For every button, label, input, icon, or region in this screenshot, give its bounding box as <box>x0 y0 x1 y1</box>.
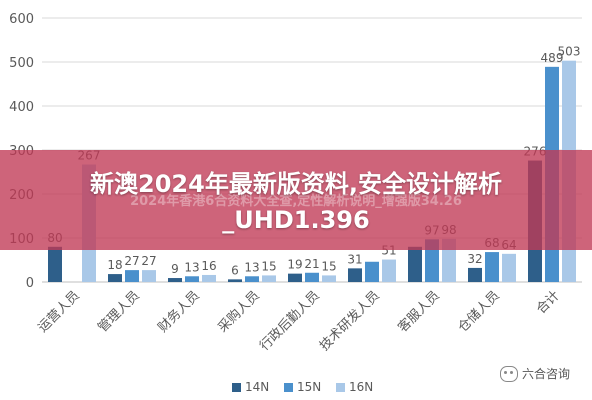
bar <box>262 275 276 282</box>
data-label: 27 <box>124 254 139 268</box>
x-category-label: 行政后勤人员 <box>257 288 323 354</box>
bar <box>382 259 396 282</box>
bar <box>48 246 62 282</box>
bar <box>108 274 122 282</box>
bar <box>125 270 139 282</box>
bar <box>202 274 216 282</box>
bar <box>142 270 156 282</box>
data-label: 6 <box>231 263 239 277</box>
data-label: 13 <box>244 260 259 274</box>
bar <box>288 273 302 282</box>
y-tick-label: 400 <box>9 100 34 115</box>
x-category-label: 仓储人员 <box>455 288 502 335</box>
x-category-label: 财务人员 <box>155 288 203 336</box>
bar <box>485 252 499 282</box>
legend-swatch <box>232 383 241 392</box>
legend-label: 15N <box>297 380 321 394</box>
data-label: 9 <box>171 262 179 276</box>
wechat-icon <box>499 365 518 382</box>
data-label: 19 <box>287 258 302 272</box>
legend: 14N 15N 16N <box>232 380 373 394</box>
bar <box>305 272 319 282</box>
data-label: 27 <box>141 254 156 268</box>
watermark-text: 六合咨询 <box>521 367 570 381</box>
legend-label: 16N <box>349 380 373 394</box>
data-label: 18 <box>107 258 122 272</box>
overlay-title-line2: _UHD1.396 <box>222 206 370 234</box>
bar <box>365 261 379 282</box>
data-label: 503 <box>558 45 581 59</box>
overlay-subtitle: 2024年香港6合资料大全查,定性解析说明_增强版34.26 <box>130 194 462 209</box>
legend-label: 14N <box>245 380 269 394</box>
x-category-label: 合计 <box>534 288 563 317</box>
bar <box>468 267 482 282</box>
bar <box>348 268 362 282</box>
legend-swatch <box>336 383 345 392</box>
watermark: 六合咨询 <box>499 365 570 382</box>
legend-swatch <box>284 383 293 392</box>
data-label: 31 <box>347 252 362 266</box>
bar <box>168 278 182 282</box>
x-category-label: 运营人员 <box>35 288 82 335</box>
data-label: 32 <box>467 252 482 266</box>
x-category-label: 管理人员 <box>95 288 142 335</box>
bar <box>245 276 259 282</box>
y-tick-label: 0 <box>26 276 34 291</box>
y-tick-label: 500 <box>9 56 34 71</box>
data-label: 15 <box>321 259 336 273</box>
bar <box>408 246 422 282</box>
overlay-title-line1: 新澳2024年最新版资料,安全设计解析 <box>90 170 502 198</box>
x-category-label: 采购人员 <box>215 288 263 336</box>
bar <box>502 253 516 282</box>
data-label: 15 <box>261 259 276 273</box>
overlay-banner <box>0 150 592 250</box>
x-category-label: 客服人员 <box>395 288 443 336</box>
data-label: 489 <box>541 51 564 65</box>
overlay-title: 新澳2024年最新版资料,安全设计解析 _UHD1.396 <box>0 166 592 238</box>
data-label: 13 <box>184 260 199 274</box>
bar <box>185 276 199 282</box>
y-tick-label: 600 <box>9 12 34 27</box>
data-label: 21 <box>304 257 319 271</box>
bar <box>228 279 242 282</box>
data-label: 16 <box>201 259 216 273</box>
bar <box>322 275 336 282</box>
x-category-label: 技术研发人员 <box>316 288 382 354</box>
